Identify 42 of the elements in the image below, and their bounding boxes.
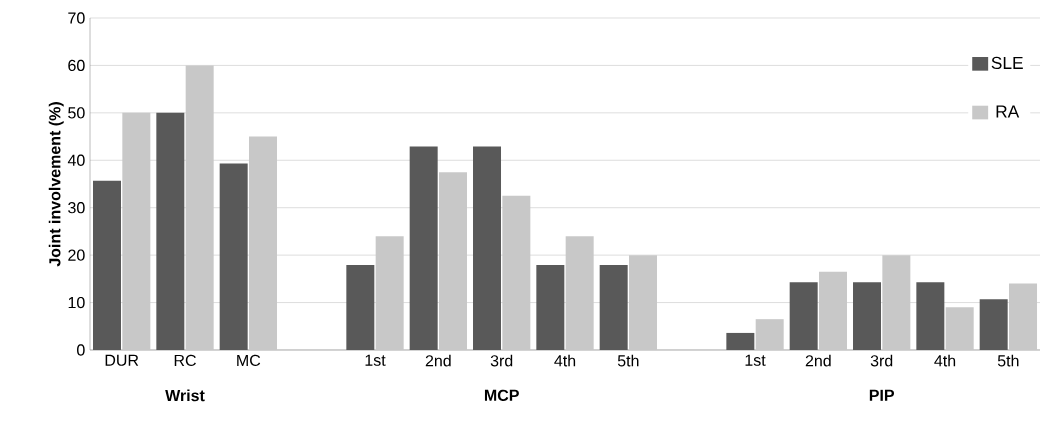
- x-tick-label: 5th: [997, 354, 1019, 367]
- x-tick-label: DUR: [105, 354, 139, 366]
- bar: [789, 282, 818, 350]
- bar: [93, 180, 121, 350]
- x-tick-label: 2nd: [425, 354, 451, 367]
- bar: [916, 282, 945, 350]
- y-tick-label: 40: [67, 154, 85, 166]
- x-tick-label: MC: [237, 354, 261, 367]
- text: MCP: [484, 389, 519, 401]
- bar: [156, 112, 185, 350]
- bar: [219, 163, 248, 350]
- x-tick-label: 1st: [745, 354, 766, 366]
- x-tick-label: 3rd: [490, 354, 513, 367]
- text: Wrist: [165, 389, 205, 402]
- bar: [536, 265, 565, 350]
- x-tick-label: 4th: [934, 354, 956, 367]
- y-tick-label: 70: [68, 12, 85, 24]
- legend-label: RA: [996, 105, 1020, 118]
- bar: [346, 265, 375, 350]
- x-tick-label: 3rd: [870, 354, 893, 367]
- bar: [409, 146, 438, 350]
- legend-label: SLE: [991, 56, 1023, 70]
- y-tick-label: 0: [77, 344, 85, 356]
- y-tick-label: 50: [68, 107, 85, 119]
- y-tick-label: 10: [68, 296, 85, 309]
- y-tick-label: 60: [68, 59, 85, 72]
- y-tick-label: 20: [68, 249, 85, 261]
- x-tick-label: 4th: [554, 354, 576, 367]
- bar: [473, 146, 502, 350]
- x-tick-label: 2nd: [805, 354, 831, 367]
- x-tick-label: RC: [174, 354, 196, 367]
- y-tick-label: 30: [68, 202, 85, 214]
- bar: [853, 282, 882, 350]
- text: PIP: [869, 389, 895, 401]
- x-tick-label: 5th: [617, 354, 639, 367]
- bar: [599, 265, 628, 350]
- bar: [979, 299, 1008, 350]
- bar: [726, 332, 755, 350]
- y-axis-title: Joint involvement (%): [48, 102, 64, 267]
- bar: [755, 319, 784, 350]
- x-tick-label: 1st: [365, 354, 386, 366]
- bar: [945, 307, 974, 350]
